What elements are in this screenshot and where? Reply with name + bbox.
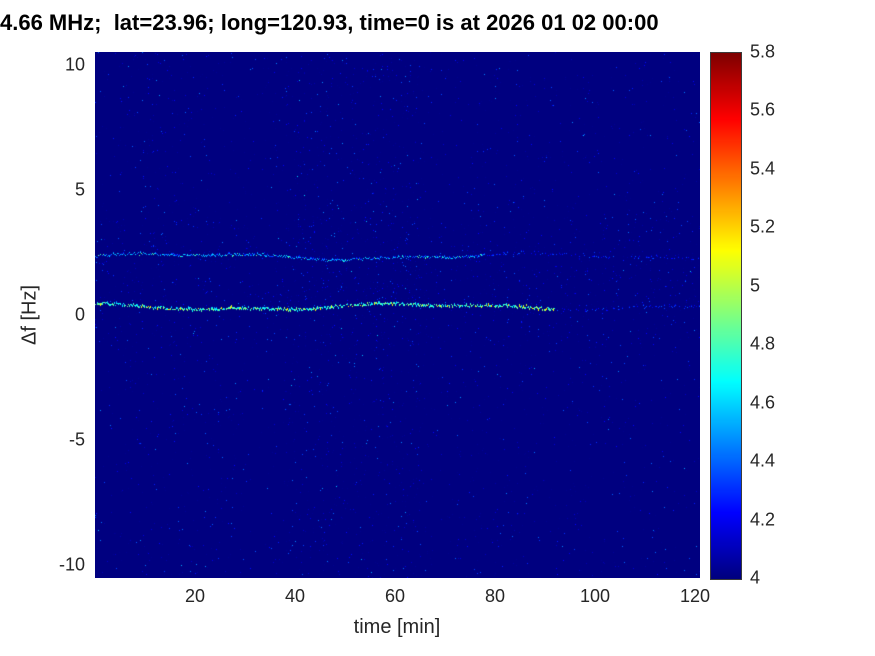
x-axis-label: time [min] [353,616,441,638]
colorbar-tick-label: 5.4 [750,158,776,179]
x-tick-label: 120 [679,586,711,606]
colorbar-tick-label: 5.6 [750,99,776,120]
colorbar-tick-label: 4.6 [750,392,776,413]
x-tick-label: 60 [384,586,406,606]
y-tick-label: 10 [64,54,85,75]
colorbar-tick-label: 4.8 [750,333,776,354]
colorbar-tick-label: 4 [750,567,761,588]
y-tick-label: -10 [58,554,85,575]
colorbar-tick-label: 4.4 [750,450,776,471]
colorbar-tick-label: 5.2 [750,216,776,237]
y-tick-label: 5 [74,179,85,200]
x-tick-label: 80 [484,586,506,606]
x-tick-label: 40 [284,586,306,606]
chart-title: 4.66 MHz; lat=23.96; long=120.93, time=0… [0,10,659,35]
x-tick-label: 100 [579,586,611,606]
colorbar-tick-label: 5.8 [750,41,776,62]
heatmap-canvas [95,52,700,578]
y-axis-label: Δf [Hz] [18,284,41,346]
colorbar-canvas [710,52,742,580]
x-tick-label: 20 [184,586,206,606]
colorbar-tick-label: 5 [750,275,761,296]
colorbar-tick-label: 4.2 [750,509,776,530]
y-tick-label: -5 [68,429,85,450]
